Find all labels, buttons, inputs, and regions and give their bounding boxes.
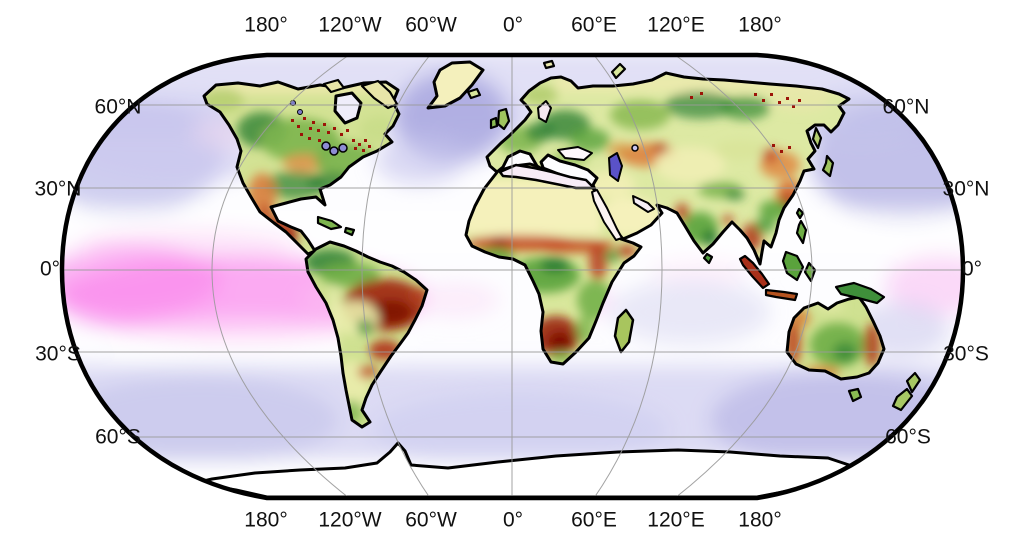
lat-tick-right-30n: 30°N	[942, 177, 990, 201]
island-madagascar	[613, 308, 635, 354]
fire-speckles-canada	[291, 117, 371, 152]
sea-persian-gulf	[632, 195, 655, 213]
lat-tick-left-30n: 30°N	[34, 177, 82, 201]
islands	[316, 59, 922, 412]
sea-black	[557, 146, 593, 161]
lon-tick-bottom-60w: 60°W	[405, 508, 457, 532]
continent-australia	[785, 295, 886, 381]
lon-tick-top-180e: 180°	[738, 13, 782, 37]
lat-tick-left-60n: 60°N	[94, 95, 142, 119]
lon-tick-bottom-120e: 120°E	[647, 508, 705, 532]
lon-tick-top-60e: 60°E	[571, 13, 617, 37]
lat-tick-right-60n: 60°N	[882, 95, 930, 119]
ocean-layer	[62, 55, 963, 498]
continent-south-america	[304, 240, 429, 429]
sea-baltic	[537, 100, 552, 123]
lat-tick-left-30s: 30°S	[35, 342, 81, 366]
lat-tick-right-60s: 60°S	[885, 425, 931, 449]
lon-tick-bottom-180e: 180°	[738, 508, 782, 532]
lat-tick-right-0: 0°	[961, 257, 983, 281]
sea-caspian	[608, 152, 623, 182]
lon-tick-top-0: 0°	[502, 13, 524, 37]
lon-tick-top-60w: 60°W	[405, 13, 457, 37]
fire-speckles-siberia	[690, 92, 801, 153]
lon-tick-top-120e: 120°E	[647, 13, 705, 37]
sea-hudson-bay	[333, 91, 363, 125]
lon-tick-top-180w: 180°	[244, 13, 288, 37]
lon-tick-bottom-60e: 60°E	[571, 508, 617, 532]
lon-tick-top-120w: 120°W	[318, 13, 382, 37]
lon-tick-bottom-0: 0°	[502, 508, 524, 532]
sea-aral	[631, 144, 639, 152]
lon-tick-bottom-180w: 180°	[244, 508, 288, 532]
inland-seas	[290, 91, 655, 241]
sea-red	[591, 189, 623, 241]
continent-north-america	[202, 80, 401, 256]
lat-tick-left-0: 0°	[39, 257, 61, 281]
lon-tick-bottom-120w: 120°W	[318, 508, 382, 532]
lat-tick-right-30s: 30°S	[943, 342, 989, 366]
graticule	[62, 55, 963, 498]
lat-tick-left-60s: 60°S	[95, 425, 141, 449]
